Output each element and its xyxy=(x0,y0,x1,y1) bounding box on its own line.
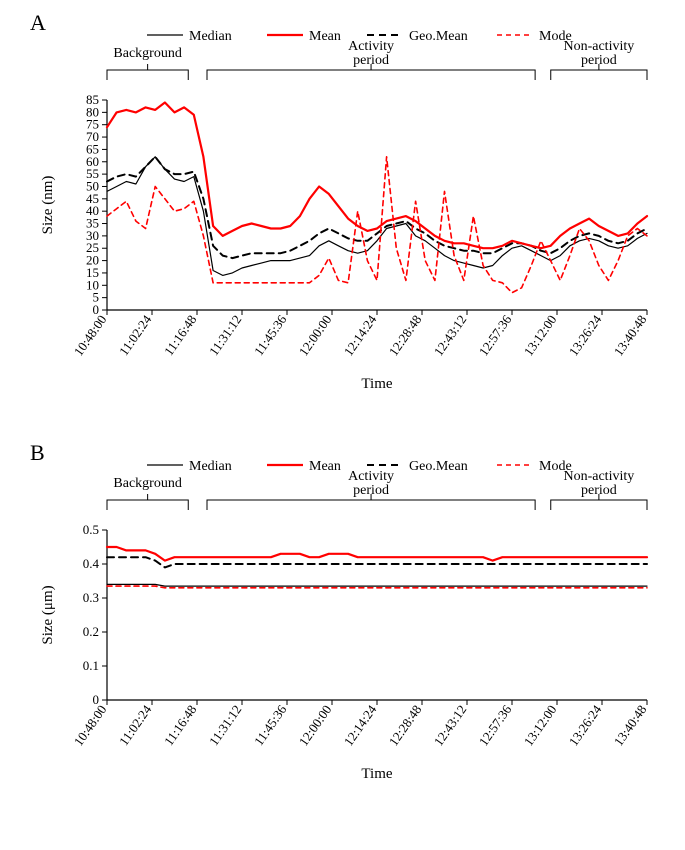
panel-b-label: B xyxy=(30,440,45,466)
x-tick-label: 11:31:12 xyxy=(206,312,245,358)
x-tick-label: 10:48:00 xyxy=(71,702,110,748)
panel-a-label: A xyxy=(30,10,46,36)
series-median xyxy=(107,157,647,276)
x-tick-label: 13:26:24 xyxy=(566,702,605,749)
x-tick-label: 12:14:24 xyxy=(341,312,380,359)
y-tick-label: 0.2 xyxy=(83,624,99,639)
panel-a: A MedianMeanGeo.MeanModeBackgroundActivi… xyxy=(30,10,655,420)
series-median xyxy=(107,584,647,586)
y-tick-label: 0.3 xyxy=(83,590,99,605)
legend-label: Median xyxy=(189,459,232,474)
series-mean xyxy=(107,547,647,561)
x-tick-label: 12:43:12 xyxy=(431,702,470,748)
page: { "legend": [ { "key": "median", "label"… xyxy=(0,0,685,850)
y-axis-label: Size (μm) xyxy=(40,585,56,644)
series-geomean xyxy=(107,157,647,258)
series-mode xyxy=(107,157,647,293)
period-label: Background xyxy=(113,46,181,61)
chart-a: MedianMeanGeo.MeanModeBackgroundActivity… xyxy=(30,10,655,420)
x-tick-label: 10:48:00 xyxy=(71,312,110,358)
x-tick-label: 11:31:12 xyxy=(206,702,245,748)
x-tick-label: 13:12:00 xyxy=(521,312,560,358)
period-label: Background xyxy=(113,476,181,491)
x-tick-label: 12:00:00 xyxy=(296,312,335,358)
y-axis-label: Size (nm) xyxy=(40,176,56,235)
period-label: Non-activity xyxy=(563,39,634,54)
legend-label: Mean xyxy=(309,459,341,474)
period-label: Activity xyxy=(348,469,394,484)
y-tick-label: 85 xyxy=(86,92,99,107)
series-mean xyxy=(107,103,647,249)
x-tick-label: 12:00:00 xyxy=(296,702,335,748)
legend-label: Geo.Mean xyxy=(409,459,468,474)
x-axis-label: Time xyxy=(361,376,392,392)
x-tick-label: 12:28:48 xyxy=(386,312,425,358)
x-tick-label: 12:28:48 xyxy=(386,702,425,748)
x-tick-label: 13:40:48 xyxy=(611,312,650,358)
x-tick-label: 12:57:36 xyxy=(476,312,515,359)
x-tick-label: 12:57:36 xyxy=(476,702,515,749)
series-geomean xyxy=(107,557,647,567)
x-tick-label: 13:26:24 xyxy=(566,312,605,359)
x-tick-label: 13:40:48 xyxy=(611,702,650,748)
x-tick-label: 11:16:48 xyxy=(161,702,200,748)
x-tick-label: 11:02:24 xyxy=(116,702,155,748)
y-tick-label: 0.1 xyxy=(83,658,99,673)
period-label: Activity xyxy=(348,39,394,54)
legend-label: Mean xyxy=(309,29,341,44)
period-label: Non-activity xyxy=(563,469,634,484)
legend-label: Geo.Mean xyxy=(409,29,468,44)
legend-label: Median xyxy=(189,29,232,44)
panel-b: B MedianMeanGeo.MeanModeBackgroundActivi… xyxy=(30,440,655,840)
x-tick-label: 11:02:24 xyxy=(116,312,155,358)
x-tick-label: 12:14:24 xyxy=(341,702,380,749)
x-tick-label: 11:45:36 xyxy=(251,312,290,358)
x-axis-label: Time xyxy=(361,766,392,782)
y-tick-label: 0.5 xyxy=(83,522,99,537)
x-tick-label: 12:43:12 xyxy=(431,312,470,358)
y-tick-label: 0.4 xyxy=(83,556,100,571)
chart-b: MedianMeanGeo.MeanModeBackgroundActivity… xyxy=(30,440,655,840)
x-tick-label: 11:45:36 xyxy=(251,702,290,748)
x-tick-label: 13:12:00 xyxy=(521,702,560,748)
x-tick-label: 11:16:48 xyxy=(161,312,200,358)
